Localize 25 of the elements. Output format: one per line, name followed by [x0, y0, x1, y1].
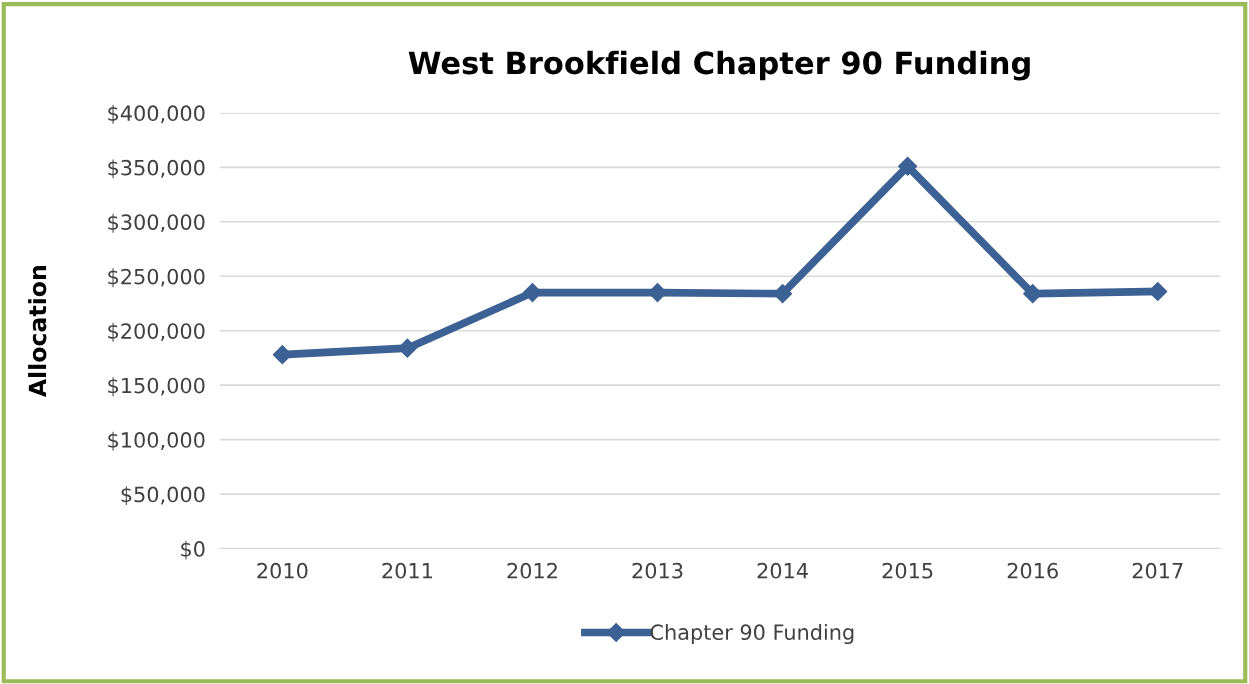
point: [272, 345, 292, 365]
y-tick-label: $100,000: [108, 431, 205, 451]
x-tick-label: 2011: [382, 562, 432, 579]
x-tick-label: 2013: [632, 562, 683, 579]
y-tick-label: $50,000: [121, 486, 205, 506]
point: [898, 156, 918, 176]
y-tick-label: $250,000: [108, 268, 205, 288]
y-tick-label: $300,000: [108, 213, 205, 233]
y-tick-label: $350,000: [108, 159, 205, 179]
y-axis-title: Allocation: [28, 266, 47, 398]
legend-label: Chapter 90 Funding: [650, 623, 854, 645]
x-tick-label: 2017: [1132, 562, 1183, 579]
x-tick-label: 2014: [757, 562, 808, 579]
point: [522, 283, 542, 303]
y-tick-label: $0: [181, 540, 205, 560]
chart-title: West Brookfield Chapter 90 Funding: [408, 50, 1030, 81]
x-tick-label: 2010: [257, 562, 308, 579]
point: [1148, 281, 1168, 302]
y-tick-label: $150,000: [108, 377, 205, 397]
x-tick-label: 2012: [507, 562, 557, 579]
y-tick-label: $400,000: [108, 104, 205, 124]
x-tick-label: 2016: [1007, 562, 1058, 579]
x-tick-label: 2015: [882, 562, 933, 579]
point: [773, 284, 793, 304]
y-tick-label: $200,000: [108, 322, 205, 342]
